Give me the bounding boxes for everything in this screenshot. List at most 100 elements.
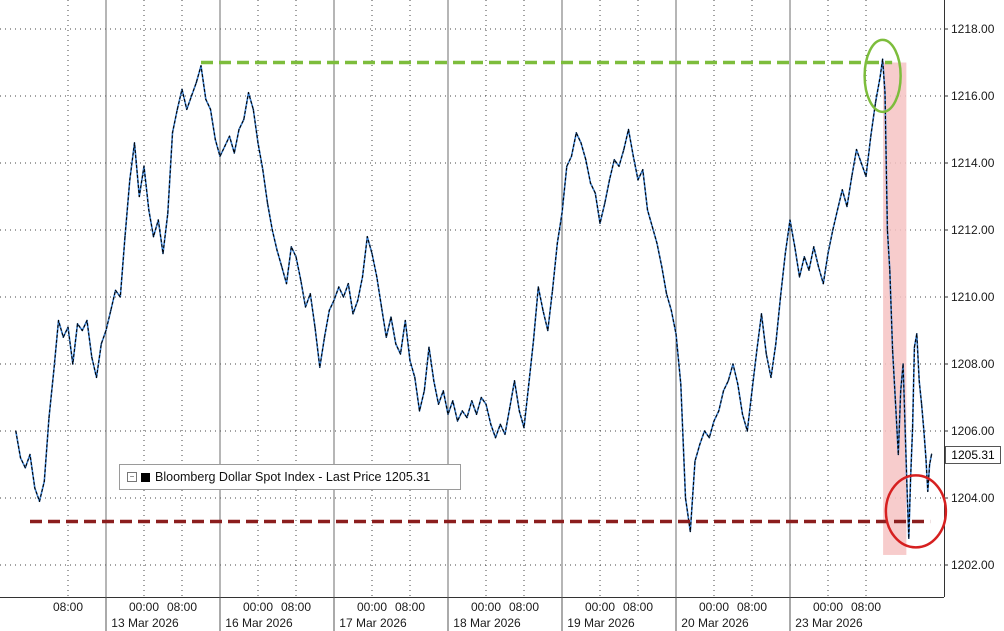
x-date-label: 23 Mar 2026: [795, 616, 863, 630]
price-point: [513, 380, 516, 382]
x-date-label: 17 Mar 2026: [339, 616, 407, 630]
price-point: [751, 390, 753, 392]
legend-label: Bloomberg Dollar Spot Index - Last Price…: [155, 470, 431, 484]
y-tick-label: 1206.00: [951, 424, 995, 438]
price-point: [352, 313, 354, 315]
last-price-tag: 1205.31: [945, 446, 1001, 464]
price-point: [913, 346, 916, 348]
price-point: [243, 118, 245, 121]
price-point: [167, 212, 169, 214]
price-point: [342, 296, 345, 298]
price-point: [627, 128, 630, 131]
price-point: [162, 252, 164, 255]
price-point: [224, 145, 226, 147]
price-point: [480, 396, 482, 399]
price-point: [376, 276, 378, 278]
price-point: [874, 102, 877, 104]
price-point: [409, 360, 411, 362]
price-point: [770, 376, 772, 378]
price-point: [494, 437, 497, 439]
price-point: [760, 313, 763, 315]
price-point: [214, 138, 216, 141]
price-point: [642, 169, 644, 171]
price-point: [276, 249, 278, 251]
price-point: [357, 299, 359, 301]
price-point: [670, 309, 672, 311]
price-point: [900, 390, 902, 392]
price-point: [694, 460, 696, 462]
price-point: [171, 132, 174, 134]
price-point: [428, 346, 430, 348]
price-point: [200, 65, 202, 67]
x-tick-label: 00:00: [471, 600, 501, 614]
price-point: [886, 229, 889, 231]
y-tick-label: 1202.00: [951, 558, 995, 572]
price-point: [304, 306, 307, 308]
low-circle: [884, 474, 948, 549]
price-point: [651, 226, 653, 228]
price-point: [285, 283, 288, 285]
price-point: [547, 329, 549, 332]
price-point: [461, 410, 463, 412]
price-point: [897, 453, 899, 456]
price-point: [110, 309, 112, 311]
price-point: [119, 296, 121, 298]
price-point: [452, 400, 454, 402]
y-tick-label: 1214.00: [951, 156, 995, 170]
y-tick-label: 1210.00: [951, 290, 995, 304]
price-point: [813, 246, 815, 248]
x-tick-label: 00:00: [813, 600, 843, 614]
price-point: [537, 286, 539, 288]
legend[interactable]: − Bloomberg Dollar Spot Index - Last Pri…: [119, 464, 461, 490]
price-point: [371, 252, 373, 255]
price-point: [72, 363, 74, 365]
x-date-label: 13 Mar 2026: [111, 616, 179, 630]
price-point: [855, 149, 858, 151]
x-tick-label: 00:00: [243, 600, 273, 614]
price-point: [923, 430, 925, 432]
price-point: [67, 326, 69, 328]
price-point: [86, 319, 88, 322]
price-point: [143, 165, 145, 167]
legend-swatch: [141, 472, 150, 482]
price-point: [599, 222, 601, 224]
price-point: [418, 410, 421, 412]
price-point: [832, 229, 834, 231]
price-point: [906, 484, 908, 486]
price-point: [81, 329, 83, 332]
price-point: [925, 457, 927, 459]
price-point: [737, 383, 739, 385]
price-point: [931, 453, 933, 455]
x-tick-label: 08:00: [53, 600, 83, 614]
legend-toggle-icon[interactable]: −: [127, 472, 137, 482]
price-point: [195, 82, 197, 84]
price-point: [561, 212, 563, 214]
price-point: [803, 256, 805, 258]
price-point: [290, 246, 292, 248]
price-point: [385, 336, 387, 338]
price-point: [865, 175, 867, 177]
price-point: [775, 343, 777, 345]
price-point: [129, 179, 131, 181]
price-point: [437, 403, 440, 405]
price-point: [338, 286, 340, 288]
y-tick-label: 1204.00: [951, 491, 995, 505]
price-point: [433, 380, 435, 382]
x-date-label: 19 Mar 2026: [567, 616, 635, 630]
price-point: [209, 108, 212, 110]
y-tick-label: 1218.00: [951, 22, 995, 36]
price-point: [43, 480, 45, 482]
price-point: [19, 457, 22, 459]
price-point: [257, 142, 259, 144]
price-point: [295, 256, 297, 258]
price-point: [24, 467, 26, 469]
x-tick-label: 00:00: [585, 600, 615, 614]
price-point: [637, 179, 639, 181]
price-point: [181, 88, 183, 90]
price-point: [910, 477, 912, 479]
price-point: [399, 353, 402, 355]
price-point: [366, 236, 368, 238]
price-point: [912, 427, 914, 429]
price-point: [727, 380, 729, 382]
price-point: [333, 299, 335, 301]
